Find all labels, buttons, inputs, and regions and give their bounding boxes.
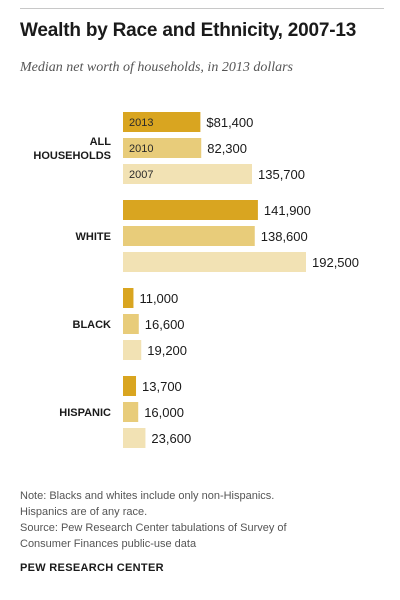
note-line-3: Source: Pew Research Center tabulations … [20, 522, 287, 534]
value-label: 16,600 [145, 317, 185, 332]
series-label-2013: 2013 [129, 117, 153, 129]
bar-2007-0 [123, 164, 253, 184]
value-label: 141,900 [264, 203, 311, 218]
bar-chart: ALL HOUSEHOLDS 2013 $81,400 2010 82,300 2007 13… [33, 112, 359, 448]
group-label: HISPANIC [59, 407, 111, 419]
value-label: 23,600 [151, 431, 191, 446]
note-line-1: Note: Blacks and whites include only non… [20, 490, 275, 502]
bar-2010-3 [123, 402, 139, 422]
value-label: 16,000 [144, 405, 184, 420]
bar-2010-1 [123, 226, 255, 246]
chart-subtitle: Median net worth of households, in 2013 … [20, 60, 293, 75]
bar-2010-2 [123, 314, 139, 334]
series-label-2007: 2007 [129, 169, 153, 181]
value-label: $81,400 [206, 115, 253, 130]
value-label: 19,200 [147, 343, 187, 358]
bar-2007-3 [123, 428, 146, 448]
bar-2007-2 [123, 340, 142, 360]
series-label-2010: 2010 [129, 143, 153, 155]
group-label: ALL [90, 136, 112, 148]
chart-title: Wealth by Race and Ethnicity, 2007-13 [20, 20, 357, 41]
group-label: HOUSEHOLDS [33, 150, 111, 162]
bar-2013-2 [123, 288, 134, 308]
value-label: 138,600 [261, 229, 308, 244]
brand-label: PEW RESEARCH CENTER [20, 562, 164, 574]
note-line-4: Consumer Finances public-use data [20, 538, 197, 550]
bar-2013-3 [123, 376, 137, 396]
chart-note: Note: Blacks and whites include only non… [20, 488, 380, 552]
value-label: 135,700 [258, 167, 305, 182]
value-label: 13,700 [142, 379, 182, 394]
bar-2013-1 [123, 200, 258, 220]
value-label: 82,300 [207, 141, 247, 156]
bar-2007-1 [123, 252, 306, 272]
group-label: WHITE [76, 231, 111, 243]
top-rule [20, 8, 384, 9]
value-label: 11,000 [139, 291, 178, 306]
group-label: BLACK [73, 319, 112, 331]
bar-2013-0 [123, 112, 201, 132]
bar-2010-0 [123, 138, 202, 158]
note-line-2: Hispanics are of any race. [20, 506, 148, 518]
value-label: 192,500 [312, 255, 359, 270]
